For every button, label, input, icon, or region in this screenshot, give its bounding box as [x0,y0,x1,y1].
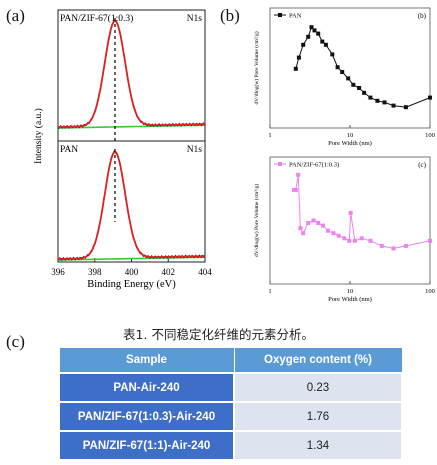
data-point [368,238,373,243]
data-point [346,76,351,81]
pore-size-charts: 1 10 100 Pore Width (nm) dV/dlog(w) Pore Vol… [253,7,435,303]
data-point [357,86,362,90]
table-cell-sample: PAN/ZIF-67(1:0.3)-Air-240 [58,401,235,432]
data-point [316,221,321,225]
data-point [403,105,408,110]
table-header-row: Sample Oxygen content (%) [58,347,403,374]
oxygen-table: Sample Oxygen content (%) PAN-Air-240 0.… [58,347,403,461]
data-point [368,95,373,100]
y-axis-title: dV/dlog(w) Pore Volume (cm³/g) [253,184,260,257]
data-point [306,34,311,39]
table-row: PAN/ZIF-67(1:1)-Air-240 1.34 [58,430,403,461]
legend-label: PAN/ZIF-67(1:0.3) [289,162,339,169]
data-point [336,233,341,238]
xps-chart: 396 398 400 402 404 Binding Energy (eV) Intens… [33,9,212,290]
panel-label-c: (c) [6,332,25,351]
x-tick-label: 398 [88,267,102,277]
data-point [296,55,301,60]
data-point [306,221,311,225]
element-label: N1s [187,145,203,155]
y-axis-title: dV/dlog(w) Pore Volume (cm³/g) [253,31,260,104]
data-point [309,25,314,30]
data-point [296,172,301,177]
data-point [375,98,380,103]
data-point [340,70,345,74]
x-tick-label: 402 [162,267,176,277]
y-axis-title: Intensity (a.u.) [33,108,44,164]
element-label: N1s [187,14,203,24]
data-point [316,31,321,36]
header-oxygen: Oxygen content (%) [233,347,403,374]
data-point [351,82,356,87]
data-point [312,28,317,33]
table-row: PAN/ZIF-67(1:0.3)-Air-240 1.76 [58,401,403,432]
table-row: PAN-Air-240 0.23 [58,372,403,403]
x-tick-label: 100 [425,288,435,295]
data-point [428,238,432,243]
fitted-peak [58,150,205,260]
data-point [325,228,330,233]
data-point [293,188,298,192]
sample-label: PAN/ZIF-67(1:0.3) [60,13,133,24]
x-tick-label: 1 [268,288,271,295]
data-point [428,95,432,100]
data-point [348,210,353,215]
series-line [295,26,431,108]
data-point [323,42,328,47]
panel-label-a: (a) [6,6,25,25]
data-point [403,243,408,248]
table-cell-sample: PAN/ZIF-67(1:1)-Air-240 [58,430,235,461]
x-tick-label: 1 [268,132,271,139]
data-point [311,218,316,223]
table-caption: 表1. 不同稳定化纤维的元素分析。 [123,327,314,342]
x-tick-label: 100 [425,132,435,139]
x-axis-title: Pore Width (nm) [328,296,372,303]
x-tick-label: 396 [51,267,65,277]
legend-marker [278,13,282,17]
table-cell-oxygen: 1.76 [233,401,403,432]
data-point [298,226,303,231]
panel-tag: (b) [418,12,427,20]
fitted-peak [58,19,205,128]
series-line [294,174,431,249]
data-point [293,66,298,71]
data-point [335,65,340,70]
data-point [301,231,306,236]
table-cell-sample: PAN-Air-240 [58,372,235,403]
data-point [342,236,347,241]
data-point [320,39,325,44]
panel-label-b: (b) [220,6,240,25]
data-point [301,42,306,47]
data-point [382,100,387,105]
data-point [359,236,364,241]
table-cell-oxygen: 0.23 [233,372,403,403]
data-point [352,238,357,243]
legend-label: PAN [289,13,302,20]
x-axis-title: Pore Width (nm) [328,140,372,147]
data-point [362,90,367,95]
data-point [391,103,396,108]
x-tick-label: 10 [347,288,354,295]
sample-label: PAN [60,145,78,155]
data-point [321,223,325,228]
x-tick-label: 404 [198,267,212,277]
data-point [347,238,352,243]
x-tick-label: 10 [347,132,354,139]
header-sample: Sample [58,347,235,374]
legend-marker [278,162,282,166]
data-point [330,52,335,57]
x-axis-title: Binding Energy (eV) [87,279,176,290]
data-point [331,231,336,236]
table-cell-oxygen: 1.34 [233,430,403,461]
data-point [379,243,384,248]
x-tick-label: 400 [125,267,139,277]
panel-tag: (c) [418,161,426,169]
data-point [391,246,396,251]
